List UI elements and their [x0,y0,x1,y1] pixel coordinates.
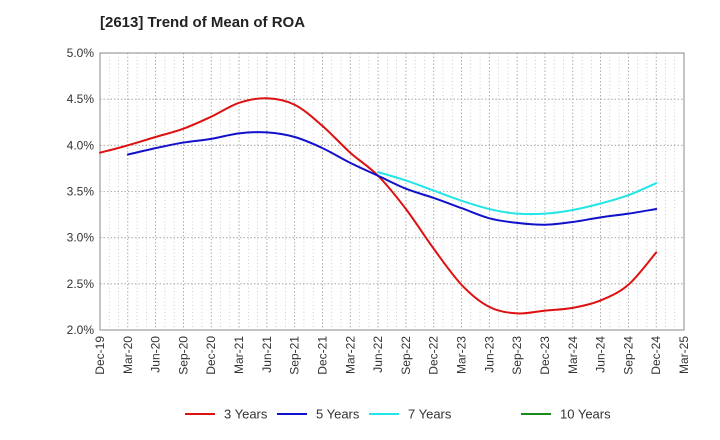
x-tick-label: Jun-24 [594,336,608,373]
y-tick-label: 5.0% [67,46,95,60]
series-line-5-years [126,131,658,226]
x-tick-label: Jun-21 [260,336,274,373]
x-tick-label: Jun-20 [149,336,163,373]
y-tick-label: 3.5% [67,185,95,199]
x-tick-label: Sep-21 [288,336,302,375]
chart-title: [2613] Trend of Mean of ROA [100,14,306,31]
x-tick-label: Sep-23 [510,336,524,375]
legend-label: 3 Years [224,407,268,422]
x-tick-label: Jun-23 [482,336,496,373]
y-tick-label: 4.0% [67,138,95,152]
x-tick-label: Mar-21 [232,336,246,374]
x-tick-label: Sep-22 [399,336,413,375]
x-tick-label: Dec-22 [427,336,441,375]
x-tick-label: Dec-23 [538,336,552,375]
x-tick-label: Dec-24 [649,336,663,375]
y-tick-label: 2.0% [67,323,95,337]
y-tick-label: 2.5% [67,277,95,291]
y-tick-label: 3.0% [67,231,95,245]
x-tick-label: Mar-20 [121,336,135,374]
y-axis-tick-labels: 2.0% 2.5% 3.0% 3.5% 4.0% 4.5% 5.0% [67,46,95,337]
x-tick-label: Mar-24 [566,336,580,374]
x-tick-label: Sep-20 [176,336,190,375]
series-line-7-years [377,171,658,216]
x-tick-label: Dec-20 [204,336,218,375]
legend: 3 Years 5 Years 7 Years 10 Years [185,407,611,422]
x-tick-label: Dec-21 [315,336,329,375]
x-tick-label: Sep-24 [621,336,635,375]
x-axis-tick-labels: Dec-19 Mar-20 Jun-20 Sep-20 Dec-20 Mar-21 Jun-… [93,336,691,375]
series-lines [99,97,658,315]
x-tick-label: Mar-22 [343,336,357,374]
x-tick-label: Dec-19 [93,336,107,375]
x-tick-label: Mar-25 [677,336,691,374]
y-tick-label: 4.5% [67,92,95,106]
x-tick-label: Jun-22 [371,336,385,373]
plot-frame [99,52,685,331]
legend-label: 7 Years [408,407,452,422]
legend-label: 10 Years [560,407,611,422]
legend-label: 5 Years [316,407,360,422]
x-tick-label: Mar-23 [455,336,469,374]
